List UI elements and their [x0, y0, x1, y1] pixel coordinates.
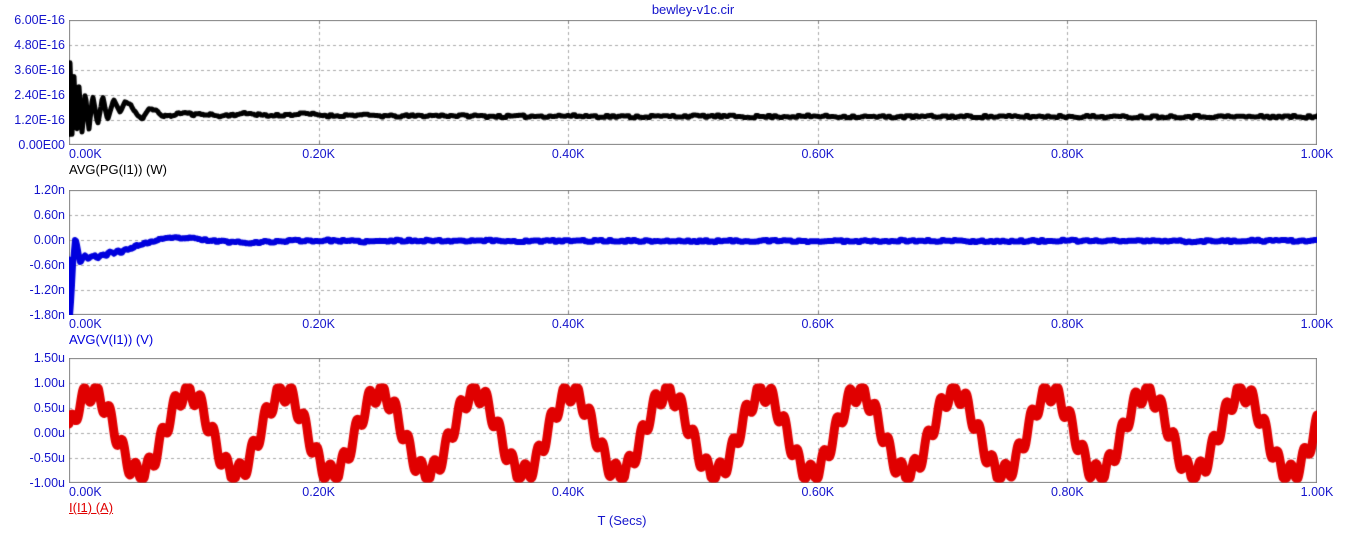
y-tick-label: -1.20n [29, 283, 65, 297]
y-tick-label: 1.20E-16 [14, 113, 65, 127]
chart-title: bewley-v1c.cir [651, 2, 735, 17]
y-tick-label: -0.50u [29, 451, 65, 465]
y-tick-label: 0.50u [33, 401, 65, 415]
x-tick-label: 0.00K [69, 317, 102, 331]
x-tick-label: 0.40K [551, 147, 585, 161]
x-tick-label: 0.00K [69, 147, 102, 161]
y-tick-label: 0.00E00 [18, 138, 65, 152]
x-tick-label: 0.60K [801, 485, 835, 499]
y-tick-label: 1.20n [33, 183, 65, 197]
y-tick-label: 0.60n [33, 208, 65, 222]
y-tick-label: -1.00u [29, 476, 65, 490]
y-tick-label: 2.40E-16 [14, 88, 65, 102]
y-tick-label: 4.80E-16 [14, 38, 65, 52]
y-tick-label: 0.00n [33, 233, 65, 247]
x-tick-label: 0.00K [69, 485, 102, 499]
y-tick-label: -1.80n [29, 308, 65, 322]
x-axis-title: T (Secs) [597, 513, 647, 528]
x-tick-label: 0.20K [302, 317, 335, 331]
x-tick-label: 0.40K [551, 317, 585, 331]
trace-label-current: I(I1) (A) [69, 500, 114, 515]
x-tick-label: 0.20K [302, 147, 335, 161]
x-tick-label: 0.60K [801, 147, 835, 161]
x-tick-label: 0.60K [801, 317, 835, 331]
x-tick-label: 0.80K [1051, 485, 1084, 499]
x-tick-label: 0.80K [1051, 147, 1084, 161]
x-tick-label: 0.20K [302, 485, 335, 499]
trace-label-avg-voltage: AVG(V(I1)) (V) [69, 332, 154, 347]
x-tick-label: 0.80K [1051, 317, 1084, 331]
x-tick-label: 1.00K [1300, 317, 1334, 331]
x-tick-label: 1.00K [1300, 485, 1334, 499]
plot-canvas-avg-voltage [69, 190, 1317, 315]
trace-label-avg-power: AVG(PG(I1)) (W) [69, 162, 167, 177]
y-tick-label: -0.60n [29, 258, 65, 272]
x-tick-label: 1.00K [1300, 147, 1334, 161]
y-tick-label: 1.00u [33, 376, 65, 390]
y-tick-label: 1.50u [33, 351, 65, 365]
y-tick-label: 3.60E-16 [14, 63, 65, 77]
x-tick-label: 0.40K [551, 485, 585, 499]
plot-canvas-avg-power [69, 20, 1317, 145]
plot-canvas-current [69, 358, 1317, 483]
y-tick-label: 0.00u [33, 426, 65, 440]
y-tick-label: 6.00E-16 [14, 13, 65, 27]
